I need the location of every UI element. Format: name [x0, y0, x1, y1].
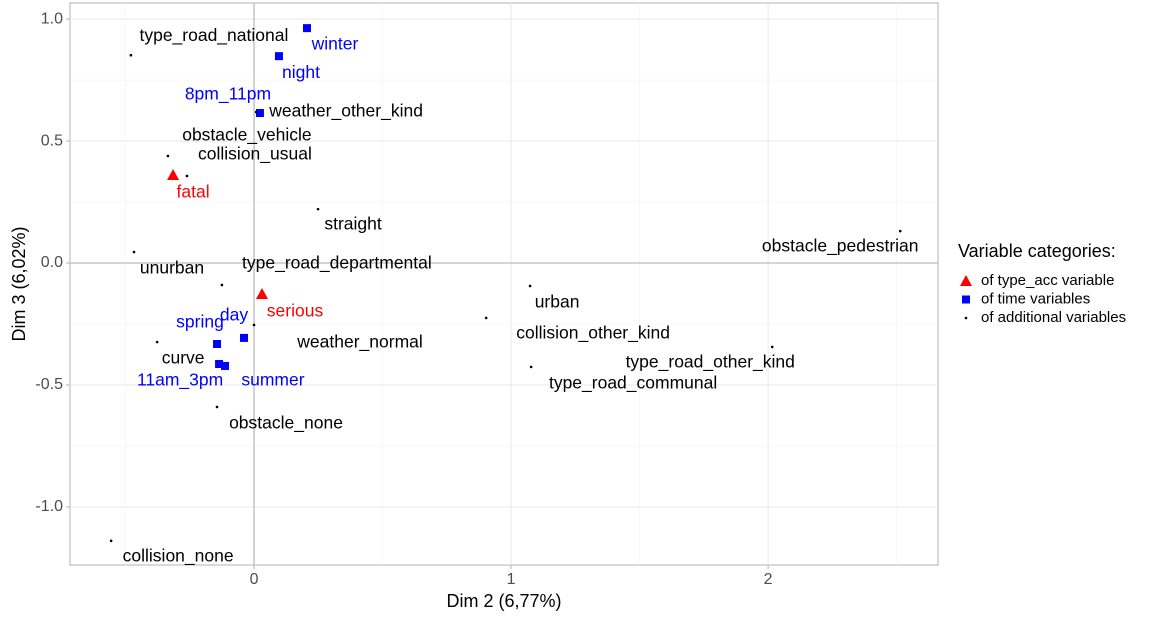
point — [770, 345, 774, 349]
point-label: collision_none — [123, 545, 234, 566]
point — [220, 283, 224, 287]
point-label: 8pm_11pm — [185, 84, 271, 105]
y-tick-label: 0.5 — [41, 132, 63, 149]
y-tick-label: -1.0 — [35, 498, 63, 515]
legend-label: of time variables — [981, 290, 1090, 307]
point-label: type_road_departmental — [242, 253, 432, 274]
point-label: obstacle_vehicle — [182, 125, 311, 146]
point — [213, 340, 222, 349]
point-label: serious — [267, 301, 324, 321]
point-label: day — [220, 305, 248, 325]
point — [185, 174, 189, 178]
plot-panel — [69, 2, 939, 566]
point-label: collision_other_kind — [516, 323, 670, 344]
legend-label: of additional variables — [981, 309, 1126, 326]
point-label: urban — [535, 292, 580, 312]
legend-key — [960, 275, 972, 286]
point — [155, 340, 159, 344]
y-tick-label: 1.0 — [41, 10, 63, 27]
point — [528, 284, 532, 288]
point — [529, 365, 533, 369]
x-tick-label: 2 — [764, 571, 773, 588]
x-tick-label: 1 — [507, 571, 516, 588]
point — [166, 154, 170, 158]
point-label: weather_other_kind — [268, 101, 423, 122]
y-tick-label: -0.5 — [35, 376, 63, 393]
y-tick-label: 0.0 — [41, 254, 63, 271]
point — [240, 333, 249, 342]
point — [252, 323, 256, 327]
point-label: obstacle_none — [229, 413, 343, 434]
point-label: type_road_communal — [549, 373, 717, 394]
point — [129, 53, 133, 57]
point — [132, 250, 136, 254]
point-label: fatal — [177, 182, 210, 202]
point — [898, 229, 902, 233]
point — [215, 360, 224, 369]
point — [109, 539, 113, 543]
legend-label: of type_acc variable — [981, 272, 1114, 289]
point-label: curve — [162, 348, 205, 368]
point — [274, 52, 283, 61]
point — [256, 288, 269, 300]
legend-title: Variable categories: — [958, 241, 1116, 261]
point-label: obstacle_pedestrian — [762, 236, 919, 257]
point — [254, 110, 258, 114]
point-label: type_road_other_kind — [626, 352, 795, 373]
point — [255, 109, 264, 118]
legend-key — [964, 316, 968, 320]
point-label: collision_usual — [198, 144, 312, 165]
point-label: weather_normal — [296, 332, 422, 353]
point — [220, 361, 229, 370]
point — [167, 168, 180, 180]
point — [484, 316, 488, 320]
point — [215, 405, 219, 409]
legend-key — [962, 295, 970, 304]
point-label: spring — [176, 312, 224, 332]
point — [302, 24, 311, 33]
x-tick-label: 0 — [250, 571, 259, 588]
point-label: winter — [311, 34, 359, 54]
y-axis-title: Dim 3 (6,02%) — [9, 226, 29, 341]
point-label: 11am_3pm — [137, 370, 223, 391]
point-label: straight — [324, 214, 382, 234]
point-label: night — [282, 62, 320, 82]
point-label: unurban — [140, 258, 204, 278]
point-label: summer — [241, 370, 304, 390]
x-axis-title: Dim 2 (6,77%) — [446, 591, 561, 611]
point-label: type_road_national — [139, 25, 288, 46]
point — [316, 207, 320, 211]
